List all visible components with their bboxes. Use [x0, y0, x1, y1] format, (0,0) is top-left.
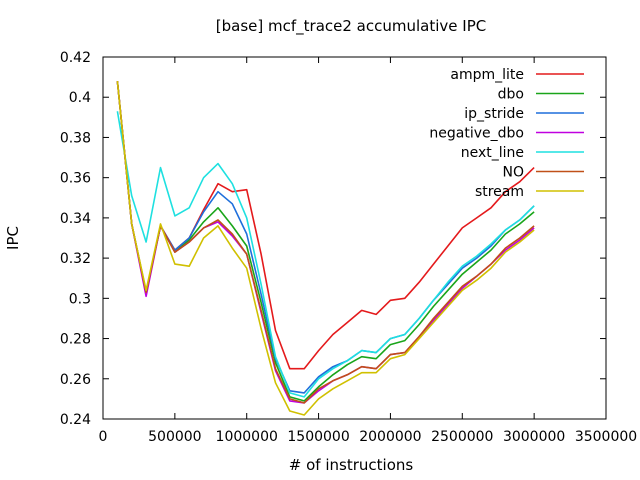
series-line-ampm-lite	[116, 81, 535, 370]
plot-frame	[102, 56, 607, 420]
x-tick-label: 500000	[148, 429, 201, 445]
y-tick-label: 0.4	[69, 90, 91, 106]
x-tick-label: 1500000	[287, 429, 349, 445]
chart-title: [base] mcf_trace2 accumulative IPC	[216, 17, 486, 36]
series-line-dbo	[116, 81, 535, 402]
y-tick-label: 0.42	[60, 50, 91, 66]
x-tick-label: 2000000	[359, 429, 421, 445]
y-tick-label: 0.24	[60, 412, 91, 428]
x-axis: 0 500000 1000000 1500000 2000000 2500000 30000…	[99, 57, 637, 445]
y-tick-label: 0.3	[69, 291, 91, 307]
x-tick-label: 3000000	[503, 429, 565, 445]
y-tick-label: 0.26	[60, 372, 91, 388]
x-axis-title: # of instructions	[289, 456, 414, 474]
legend-label: dbo	[498, 87, 524, 103]
y-tick-label: 0.36	[60, 171, 91, 187]
series-line-next-line	[116, 111, 535, 398]
series-line-stream	[116, 81, 535, 416]
legend-label: ampm_lite	[450, 67, 524, 83]
y-tick-label: 0.38	[60, 130, 91, 146]
legend-label: negative_dbo	[429, 126, 524, 142]
y-tick-label: 0.32	[60, 251, 91, 267]
y-tick-label: 0.28	[60, 332, 91, 348]
x-tick-label: 0	[99, 429, 108, 445]
y-tick-label: 0.34	[60, 211, 91, 227]
x-tick-label: 3500000	[575, 429, 637, 445]
y-axis: 0.24 0.26 0.28 0.3 0.32 0.34 0.36 0.38 0.4 0.42	[60, 50, 606, 428]
series-line-ip-stride	[116, 81, 535, 394]
x-tick-label: 2500000	[431, 429, 493, 445]
legend-label: NO	[503, 165, 525, 181]
legend-label: next_line	[461, 145, 524, 161]
series-layer	[116, 81, 535, 416]
y-axis-title: IPC	[4, 226, 22, 250]
legend-label: ip_stride	[464, 106, 524, 122]
series-line-no	[116, 81, 535, 404]
legend-label: stream	[475, 184, 524, 200]
x-tick-label: 1000000	[216, 429, 278, 445]
